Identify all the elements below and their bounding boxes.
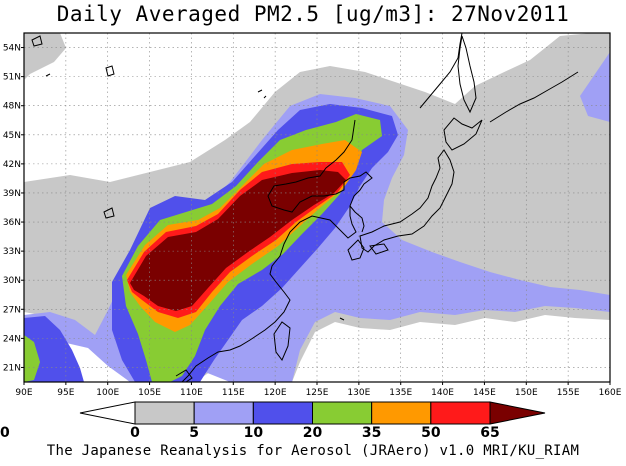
lon-tick-label: 105E bbox=[138, 388, 161, 398]
colorbar-cell bbox=[252, 401, 313, 425]
lon-tick-label: 130E bbox=[347, 388, 370, 398]
lat-tick-label: 24N bbox=[3, 334, 21, 344]
lon-tick-label: 160E bbox=[599, 388, 622, 398]
lon-tick-label: 140E bbox=[431, 388, 454, 398]
lat-tick-label: 54N bbox=[3, 44, 21, 54]
map-title: Daily Averaged PM2.5 [ug/m3]: 27Nov2011 bbox=[56, 2, 570, 26]
latitude-axis: 21N 24N 27N 30N 33N 36N 39N 42N 45N 48N 51N 54N bbox=[3, 44, 24, 373]
coastline-dots bbox=[45, 73, 345, 321]
colorbar-cell bbox=[371, 401, 432, 425]
colorbar-level-label: 10 bbox=[244, 425, 264, 441]
lon-tick-label: 125E bbox=[306, 388, 329, 398]
coastline-nw-islands bbox=[31, 35, 43, 47]
coastline-lake bbox=[103, 207, 115, 219]
lon-tick-label: 120E bbox=[264, 388, 287, 398]
colorbar-level-label: 65 bbox=[480, 425, 499, 441]
lon-tick-label: 100E bbox=[96, 388, 119, 398]
lat-tick-label: 48N bbox=[3, 102, 21, 112]
lon-tick-label: 135E bbox=[389, 388, 412, 398]
lat-tick-label: 27N bbox=[3, 305, 21, 315]
longitude-axis: 90E 95E 100E 105E 110E 115E 120E 125E 130E 135E 14… bbox=[15, 382, 622, 398]
colorbar-cell bbox=[134, 401, 195, 425]
attribution-footer: The Japanese Reanalysis for Aerosol (JRA… bbox=[46, 443, 580, 459]
colorbar-cell bbox=[79, 401, 136, 425]
lat-tick-label: 33N bbox=[3, 247, 21, 257]
coastline-japan-kyushu bbox=[347, 239, 365, 261]
lat-tick-label: 21N bbox=[3, 363, 21, 373]
colorbar-cell bbox=[489, 401, 546, 425]
coastline-japan-hokkaido bbox=[443, 117, 483, 151]
colorbar-level-label: 5 bbox=[189, 425, 199, 441]
lon-tick-label: 115E bbox=[222, 388, 245, 398]
colorbar-cells bbox=[79, 401, 546, 425]
coastlines bbox=[31, 33, 579, 382]
lon-tick-label: 95E bbox=[57, 388, 74, 398]
lon-tick-label: 110E bbox=[180, 388, 203, 398]
coastline-sakhalin bbox=[457, 35, 477, 114]
coastline-china bbox=[181, 119, 373, 382]
colorbar-level-label: 35 bbox=[362, 425, 381, 441]
colorbar-level-label: 50 bbox=[421, 425, 441, 441]
coastline-baikal bbox=[105, 65, 115, 77]
lat-tick-label: 30N bbox=[3, 276, 21, 286]
lat-tick-label: 42N bbox=[3, 160, 21, 170]
coastline-russia-east bbox=[419, 33, 463, 109]
coastline-kuril bbox=[489, 71, 579, 123]
colorbar-cell bbox=[312, 401, 373, 425]
colorbar-level-label: 0 bbox=[130, 425, 140, 441]
coastline-korea-strait bbox=[349, 205, 365, 233]
coastline-taiwan bbox=[273, 321, 291, 361]
lat-tick-label: 39N bbox=[3, 189, 21, 199]
colorbar-cell bbox=[193, 401, 254, 425]
lat-tick-label: 45N bbox=[3, 131, 21, 141]
lon-tick-label: 90E bbox=[15, 388, 32, 398]
coastline-japan-honshu bbox=[359, 149, 455, 253]
coastline-hainan bbox=[175, 369, 193, 382]
colorbar-level-label: 20 bbox=[303, 425, 323, 441]
lon-tick-label: 145E bbox=[473, 388, 496, 398]
coastline-japan-shikoku bbox=[369, 243, 389, 255]
colorbar-level-label: 80 bbox=[0, 425, 10, 441]
colorbar-cell bbox=[430, 401, 491, 425]
lon-tick-label: 155E bbox=[557, 388, 580, 398]
lat-tick-label: 36N bbox=[3, 218, 21, 228]
map-gridlines bbox=[24, 33, 610, 382]
pm25-band-80-plus bbox=[130, 170, 346, 311]
lat-tick-label: 51N bbox=[3, 73, 21, 83]
colorbar-labels: 0 5 10 20 35 50 65 80 bbox=[0, 425, 500, 441]
lon-tick-label: 150E bbox=[515, 388, 538, 398]
